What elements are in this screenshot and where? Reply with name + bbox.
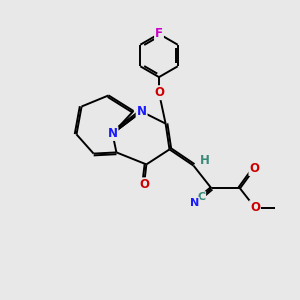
Text: O: O (139, 178, 149, 191)
Text: N: N (190, 198, 199, 208)
Text: O: O (250, 201, 260, 214)
Text: C: C (197, 192, 205, 202)
Text: O: O (249, 162, 260, 175)
Text: O: O (154, 86, 164, 99)
Text: N: N (136, 105, 147, 118)
Text: H: H (200, 154, 210, 167)
Text: N: N (107, 127, 118, 140)
Text: F: F (155, 27, 163, 40)
